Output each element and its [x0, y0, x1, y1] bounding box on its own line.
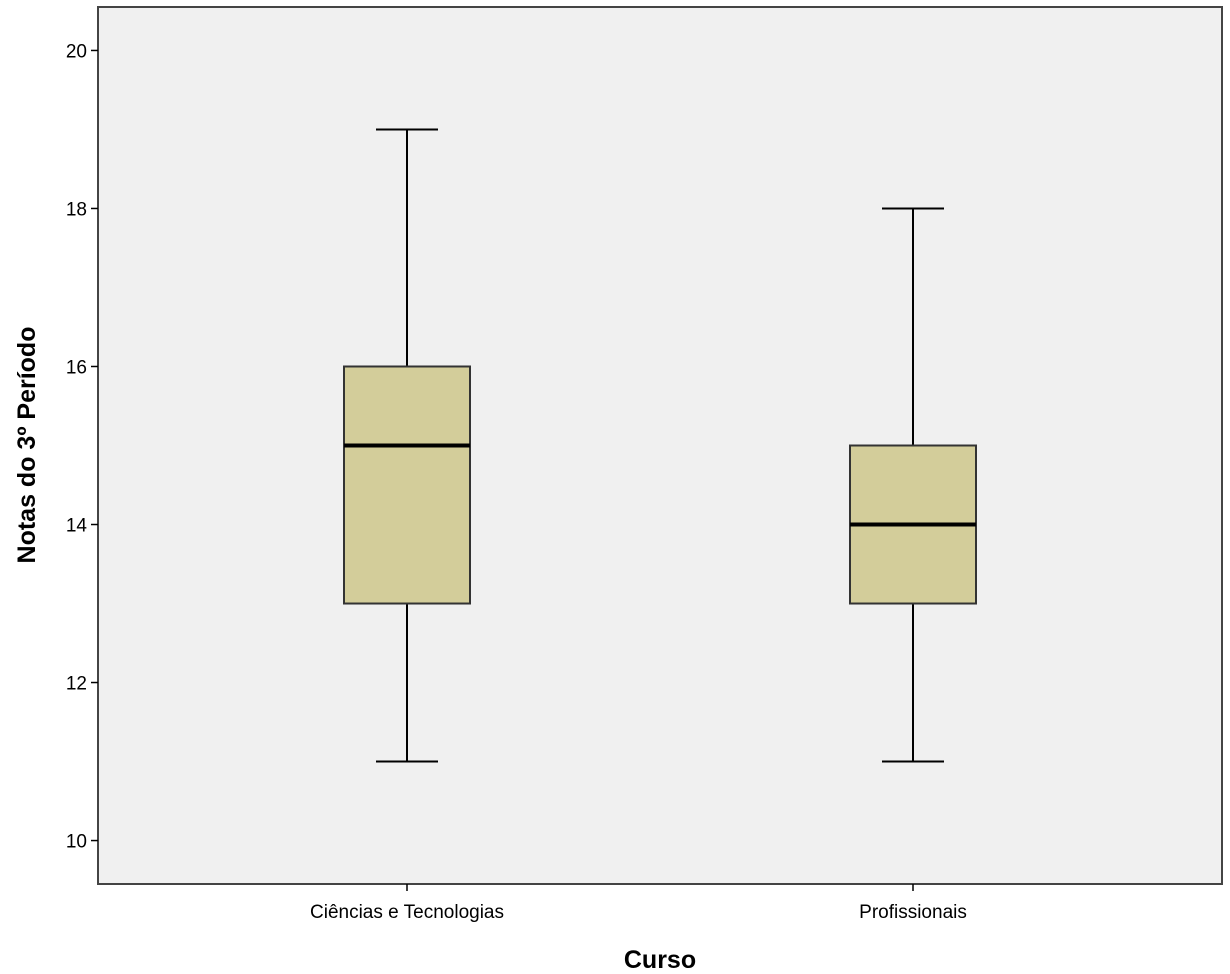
x-tick-label: Ciências e Tecnologias [310, 902, 504, 923]
y-tick-label: 10 [66, 832, 87, 853]
y-tick-label: 20 [66, 41, 87, 62]
y-tick-label: 16 [66, 357, 87, 378]
y-axis-title: Notas do 3º Período [13, 327, 41, 564]
box-group [849, 207, 977, 763]
y-tick-label: 12 [66, 674, 87, 695]
y-tick-label: 14 [66, 516, 88, 537]
x-axis: Ciências e Tecnologias Profissionais [310, 884, 967, 923]
iqr-box [343, 365, 471, 605]
y-tick-label: 18 [66, 199, 87, 220]
box-series [343, 128, 977, 763]
y-axis: 10 12 14 16 18 20 [66, 41, 98, 853]
box-group [343, 128, 471, 763]
plot-area [97, 6, 1223, 885]
x-axis-title: Curso [624, 946, 696, 974]
x-tick-label: Profissionais [859, 902, 967, 923]
